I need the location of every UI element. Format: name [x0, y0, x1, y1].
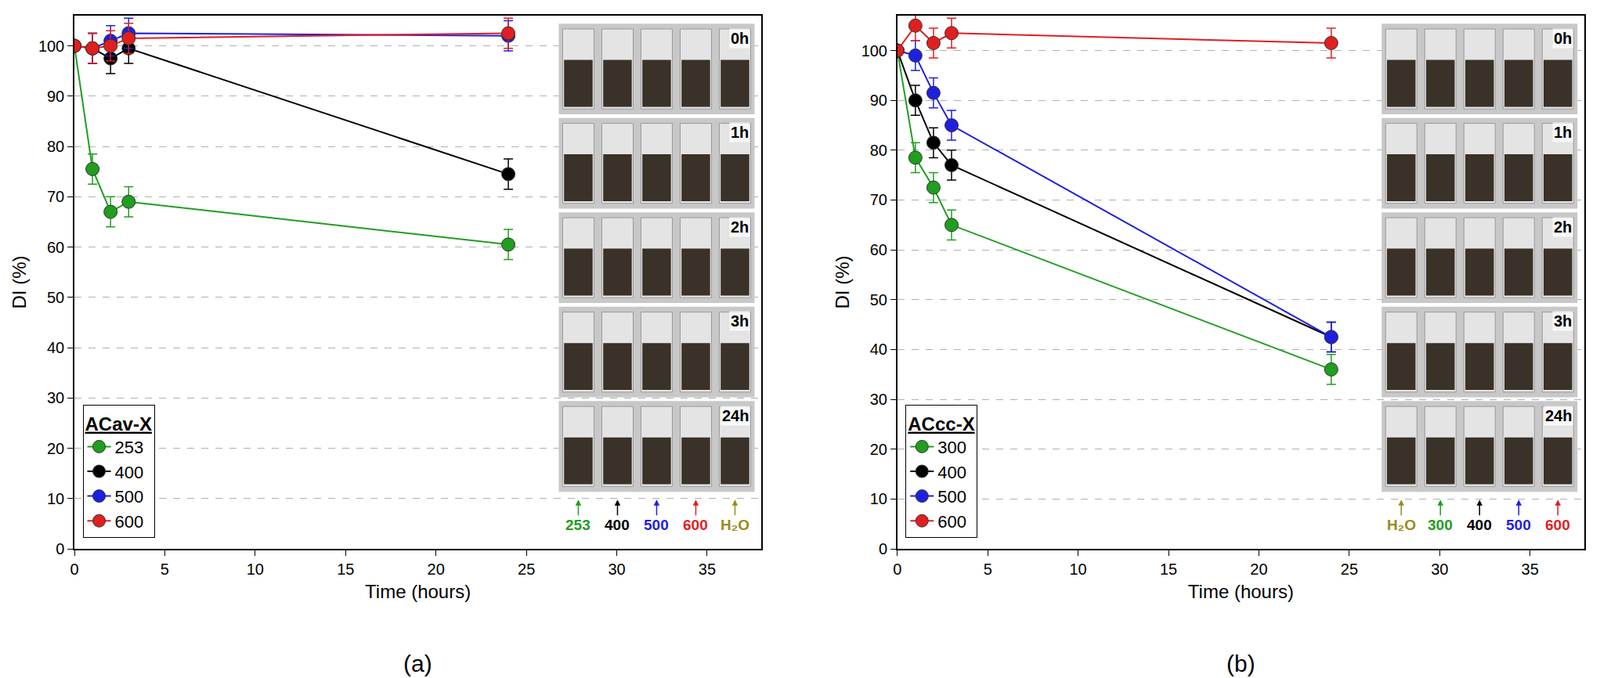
svg-text:ACcc-X: ACcc-X	[907, 413, 975, 435]
svg-text:35: 35	[698, 560, 716, 578]
svg-text:35: 35	[1521, 560, 1539, 578]
svg-text:400: 400	[937, 462, 967, 483]
svg-text:253: 253	[565, 516, 591, 534]
svg-text:600: 600	[1545, 516, 1571, 534]
svg-text:400: 400	[604, 516, 630, 534]
svg-text:80: 80	[870, 141, 888, 159]
svg-text:20: 20	[46, 440, 65, 458]
svg-text:60: 60	[46, 238, 65, 257]
svg-text:15: 15	[336, 560, 354, 578]
svg-text:1h: 1h	[730, 123, 749, 141]
svg-text:DI (%): DI (%)	[8, 256, 30, 310]
svg-text:20: 20	[870, 440, 888, 459]
svg-text:80: 80	[46, 137, 65, 156]
svg-text:0: 0	[892, 560, 902, 578]
svg-text:(b): (b)	[1226, 650, 1256, 677]
svg-text:2h: 2h	[1553, 218, 1572, 236]
svg-text:15: 15	[1159, 560, 1178, 578]
svg-text:H₂O: H₂O	[1386, 516, 1416, 534]
svg-text:0: 0	[878, 540, 888, 558]
svg-text:5: 5	[983, 560, 993, 578]
svg-text:25: 25	[517, 560, 535, 578]
svg-text:20: 20	[427, 560, 445, 578]
svg-text:30: 30	[607, 560, 625, 578]
svg-text:300: 300	[937, 437, 967, 458]
svg-text:500: 500	[1506, 516, 1532, 534]
svg-text:2h: 2h	[730, 218, 749, 236]
svg-text:600: 600	[115, 512, 145, 532]
svg-text:50: 50	[46, 288, 65, 307]
svg-text:253: 253	[115, 437, 145, 458]
svg-text:ACav-X: ACav-X	[85, 413, 152, 435]
svg-text:(a): (a)	[403, 650, 433, 677]
svg-text:24h: 24h	[1545, 407, 1572, 425]
svg-text:500: 500	[937, 487, 967, 507]
svg-text:600: 600	[937, 512, 967, 532]
svg-text:30: 30	[1430, 560, 1449, 578]
svg-text:90: 90	[46, 87, 65, 105]
svg-text:0: 0	[69, 560, 79, 578]
svg-text:DI (%): DI (%)	[831, 256, 853, 310]
svg-text:5: 5	[160, 560, 170, 578]
svg-text:H₂O: H₂O	[720, 516, 750, 534]
svg-text:400: 400	[1466, 516, 1492, 534]
svg-text:40: 40	[46, 339, 65, 357]
svg-text:24h: 24h	[722, 407, 749, 425]
svg-text:10: 10	[46, 490, 65, 508]
svg-text:60: 60	[870, 241, 888, 259]
svg-text:0h: 0h	[730, 29, 749, 47]
svg-text:500: 500	[643, 516, 669, 534]
svg-text:600: 600	[682, 516, 708, 534]
svg-text:30: 30	[46, 389, 65, 407]
svg-text:500: 500	[115, 487, 145, 507]
svg-text:0h: 0h	[1553, 29, 1572, 47]
svg-text:40: 40	[870, 340, 888, 358]
svg-text:100: 100	[38, 37, 65, 55]
svg-text:30: 30	[870, 390, 888, 409]
svg-text:20: 20	[1249, 560, 1268, 578]
svg-text:50: 50	[870, 291, 888, 309]
svg-text:3h: 3h	[1553, 312, 1572, 330]
svg-text:90: 90	[870, 91, 888, 109]
svg-text:0: 0	[55, 540, 65, 558]
svg-text:25: 25	[1340, 560, 1359, 578]
svg-text:100: 100	[861, 42, 888, 60]
svg-text:70: 70	[46, 187, 65, 206]
svg-text:3h: 3h	[730, 312, 749, 330]
svg-text:400: 400	[115, 462, 145, 483]
svg-text:10: 10	[870, 490, 888, 508]
svg-text:Time (hours): Time (hours)	[364, 581, 471, 603]
svg-text:10: 10	[246, 560, 264, 578]
svg-text:10: 10	[1069, 560, 1087, 578]
svg-text:70: 70	[870, 191, 888, 209]
svg-text:Time (hours): Time (hours)	[1188, 581, 1294, 603]
svg-text:300: 300	[1427, 516, 1453, 534]
svg-text:1h: 1h	[1553, 123, 1572, 141]
